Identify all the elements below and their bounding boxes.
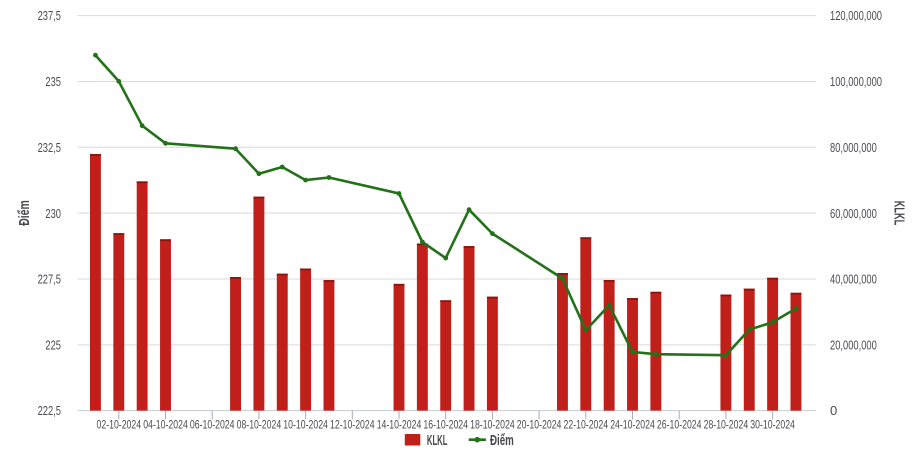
svg-text:22-10-2024: 22-10-2024 bbox=[564, 420, 609, 432]
svg-text:60,000,000: 60,000,000 bbox=[830, 206, 877, 221]
svg-text:222,5: 222,5 bbox=[38, 403, 61, 418]
svg-text:237,5: 237,5 bbox=[38, 8, 61, 23]
svg-text:227,5: 227,5 bbox=[38, 272, 61, 287]
svg-text:26-10-2024: 26-10-2024 bbox=[657, 420, 702, 432]
svg-text:20,000,000: 20,000,000 bbox=[830, 337, 877, 352]
svg-text:Điểm: Điểm bbox=[490, 432, 514, 449]
svg-text:0: 0 bbox=[830, 403, 837, 418]
svg-text:18-10-2024: 18-10-2024 bbox=[470, 420, 515, 432]
svg-text:08-10-2024: 08-10-2024 bbox=[237, 420, 282, 432]
svg-text:06-10-2024: 06-10-2024 bbox=[190, 420, 235, 432]
svg-text:232,5: 232,5 bbox=[38, 140, 61, 155]
svg-text:80,000,000: 80,000,000 bbox=[830, 140, 877, 155]
svg-text:230: 230 bbox=[45, 206, 61, 221]
svg-text:KLKL: KLKL bbox=[891, 201, 908, 226]
svg-text:04-10-2024: 04-10-2024 bbox=[143, 420, 188, 432]
svg-text:30-10-2024: 30-10-2024 bbox=[750, 420, 795, 432]
svg-text:02-10-2024: 02-10-2024 bbox=[97, 420, 142, 432]
svg-text:20-10-2024: 20-10-2024 bbox=[517, 420, 562, 432]
svg-text:40,000,000: 40,000,000 bbox=[830, 272, 877, 287]
svg-text:28-10-2024: 28-10-2024 bbox=[704, 420, 749, 432]
svg-text:10-10-2024: 10-10-2024 bbox=[283, 420, 328, 432]
svg-text:12-10-2024: 12-10-2024 bbox=[330, 420, 375, 432]
svg-text:Điểm: Điểm bbox=[16, 200, 33, 226]
svg-text:100,000,000: 100,000,000 bbox=[830, 74, 882, 89]
svg-text:225: 225 bbox=[45, 337, 61, 352]
svg-text:120,000,000: 120,000,000 bbox=[830, 8, 882, 23]
svg-text:235: 235 bbox=[45, 74, 61, 89]
svg-text:14-10-2024: 14-10-2024 bbox=[377, 420, 422, 432]
svg-text:KLKL: KLKL bbox=[427, 432, 448, 449]
svg-text:16-10-2024: 16-10-2024 bbox=[423, 420, 468, 432]
svg-text:24-10-2024: 24-10-2024 bbox=[610, 420, 655, 432]
